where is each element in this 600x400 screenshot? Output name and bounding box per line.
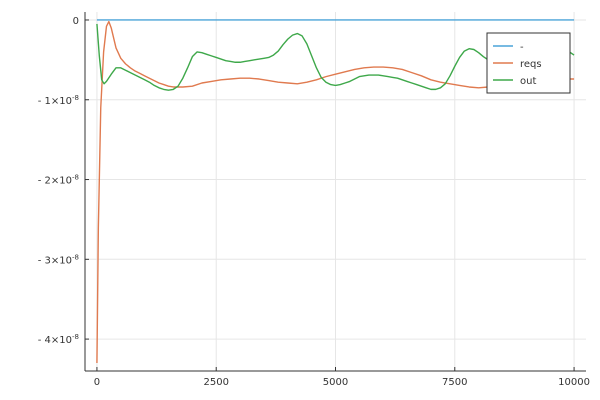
y-tick-label: - 4×10-8 (38, 333, 79, 346)
y-tick-label-exponent: -8 (72, 253, 79, 261)
y-tick-label: - 2×10-8 (38, 174, 79, 187)
y-tick-label: - 1×10-8 (38, 94, 79, 107)
y-tick-label-base: - 4×10 (38, 335, 72, 346)
y-tick-label: 0 (73, 16, 79, 27)
x-tick-label: 5000 (323, 377, 348, 388)
series-line-reqs (96, 20, 575, 364)
y-tick-label-exponent: -8 (72, 333, 79, 341)
legend: - reqs out (486, 32, 571, 94)
legend-label: reqs (520, 59, 542, 70)
y-tick-label-base: - 2×10 (38, 176, 72, 187)
x-tick-label: 2500 (203, 377, 228, 388)
x-tick-label: 10000 (558, 377, 590, 388)
legend-label: - (520, 42, 524, 53)
x-tick-label: 7500 (442, 377, 467, 388)
y-tick-label-base: - 1×10 (38, 96, 72, 107)
y-tick-label-exponent: -8 (72, 94, 79, 102)
y-tick-label: - 3×10-8 (38, 253, 79, 266)
y-tick-label-base: - 3×10 (38, 255, 72, 266)
y-tick-label-exponent: -8 (72, 174, 79, 182)
x-tick-label: 0 (94, 377, 100, 388)
legend-label: out (520, 76, 536, 87)
